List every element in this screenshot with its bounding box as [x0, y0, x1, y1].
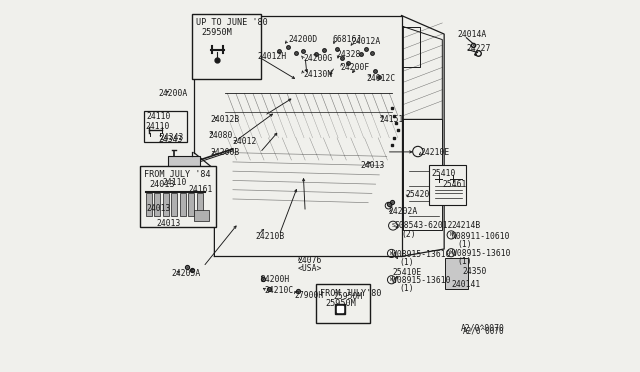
Text: 24080: 24080: [209, 131, 233, 141]
Text: 24110: 24110: [147, 112, 171, 121]
Text: 24350: 24350: [463, 267, 487, 276]
Bar: [454, 266, 458, 273]
Bar: [197, 193, 203, 216]
Bar: [429, 164, 467, 205]
Text: 24014A: 24014A: [457, 29, 486, 39]
Bar: [448, 266, 452, 273]
Text: 25950M: 25950M: [333, 292, 362, 301]
Text: 24013: 24013: [147, 204, 171, 213]
Bar: [172, 193, 177, 216]
Text: (1): (1): [400, 284, 414, 293]
Text: 24161: 24161: [188, 185, 213, 194]
Text: <USA>: <USA>: [298, 264, 322, 273]
Text: 24200A: 24200A: [159, 89, 188, 98]
Bar: [454, 279, 458, 285]
Text: 24343: 24343: [159, 135, 183, 144]
Text: 25950M: 25950M: [202, 28, 232, 38]
Bar: [316, 284, 370, 323]
Text: 27900H: 27900H: [294, 291, 323, 300]
Text: 24012H: 24012H: [257, 52, 286, 61]
Text: 25410E: 25410E: [392, 268, 422, 277]
Text: (1): (1): [457, 240, 472, 249]
Text: UP TO JUNE '80: UP TO JUNE '80: [196, 19, 268, 28]
Text: S: S: [391, 223, 395, 228]
Bar: [194, 210, 209, 221]
Text: W: W: [390, 277, 393, 282]
Text: 24202A: 24202A: [388, 208, 418, 217]
Text: 24200G: 24200G: [303, 54, 333, 62]
Bar: [144, 111, 187, 141]
Text: 24110: 24110: [146, 122, 170, 131]
Text: 24013: 24013: [361, 161, 385, 170]
Text: A2/0^0070: A2/0^0070: [461, 323, 505, 332]
Text: 24214B: 24214B: [452, 221, 481, 230]
Bar: [461, 266, 465, 273]
Text: A2/0^0070: A2/0^0070: [463, 327, 504, 336]
Bar: [168, 156, 200, 184]
Text: 24130N: 24130N: [303, 70, 333, 79]
Text: 66816J: 66816J: [333, 35, 362, 44]
Text: (1): (1): [457, 257, 472, 266]
Text: N: N: [450, 232, 452, 237]
Text: 24210C: 24210C: [264, 286, 294, 295]
Text: W: W: [390, 251, 393, 256]
Text: W08915-13610: W08915-13610: [392, 276, 451, 285]
Text: FROM JULY '84: FROM JULY '84: [144, 170, 211, 179]
Text: 24227: 24227: [467, 44, 491, 53]
Text: (1): (1): [400, 258, 414, 267]
Text: 25461: 25461: [442, 180, 467, 189]
Bar: [192, 14, 260, 78]
Text: 24012A: 24012A: [351, 37, 381, 46]
Text: 24012: 24012: [233, 137, 257, 146]
Text: 240141: 240141: [452, 280, 481, 289]
Text: W08915-13610: W08915-13610: [392, 250, 451, 259]
Bar: [461, 279, 465, 285]
Text: 24110: 24110: [163, 178, 187, 187]
Bar: [140, 166, 216, 227]
Text: 25420: 25420: [405, 190, 429, 199]
Text: 24076: 24076: [298, 256, 322, 264]
Bar: [146, 193, 152, 216]
Text: 24200D: 24200D: [289, 35, 317, 44]
Text: 24328: 24328: [337, 50, 361, 59]
Bar: [448, 279, 452, 285]
Text: 25410: 25410: [431, 169, 456, 177]
Bar: [180, 193, 186, 216]
Bar: [154, 193, 160, 216]
Text: N08911-10610: N08911-10610: [452, 231, 510, 241]
Text: W: W: [450, 250, 452, 255]
Text: 24151: 24151: [380, 115, 404, 124]
Text: 25950M: 25950M: [326, 299, 356, 308]
Text: 24210E: 24210E: [420, 148, 449, 157]
Text: W08915-13610: W08915-13610: [452, 249, 510, 258]
Text: 24343: 24343: [160, 133, 184, 142]
Text: 24013: 24013: [150, 180, 175, 189]
Text: 24200B: 24200B: [211, 148, 240, 157]
Text: 24012B: 24012B: [211, 115, 240, 124]
Bar: [188, 193, 195, 216]
Text: FROM JULY'80: FROM JULY'80: [320, 289, 381, 298]
Bar: [445, 257, 468, 289]
Text: 24210B: 24210B: [255, 231, 284, 241]
Text: 24200H: 24200H: [260, 275, 290, 284]
Text: 24013: 24013: [157, 219, 181, 228]
Text: 24205A: 24205A: [172, 269, 201, 278]
Bar: [163, 193, 169, 216]
Text: 24200F: 24200F: [340, 63, 370, 72]
Text: S08543-62012: S08543-62012: [394, 221, 452, 230]
Text: (2): (2): [401, 230, 416, 240]
Text: 24012C: 24012C: [366, 74, 396, 83]
